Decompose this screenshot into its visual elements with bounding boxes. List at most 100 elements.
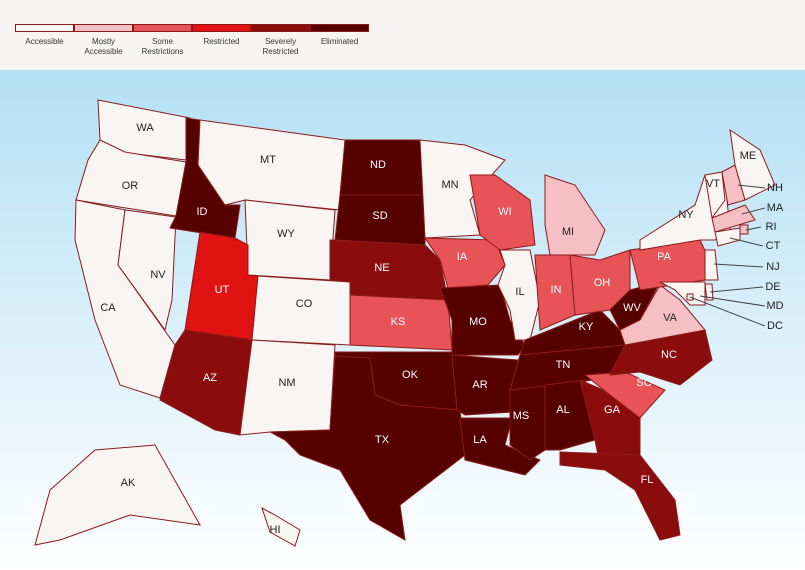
state-label: IN xyxy=(551,284,562,296)
legend-swatch xyxy=(310,24,369,32)
state-label: SD xyxy=(372,210,387,222)
legend-item: Accessible xyxy=(15,24,74,57)
callout-line xyxy=(741,207,766,215)
state-label: MD xyxy=(766,300,783,312)
state-label: DE xyxy=(765,281,780,293)
legend-swatch xyxy=(74,24,133,32)
state-label: KS xyxy=(391,316,406,328)
state xyxy=(659,281,706,306)
callout-line xyxy=(709,286,764,293)
state-label: DC xyxy=(767,320,783,332)
legend-item: Eliminated xyxy=(310,24,369,57)
state-label: NE xyxy=(374,262,389,274)
legend-item: Severely Restricted xyxy=(251,24,310,57)
callout-line xyxy=(713,263,764,268)
state xyxy=(244,199,336,281)
state xyxy=(34,444,201,546)
state xyxy=(559,451,681,541)
state-label: TN xyxy=(556,359,571,371)
state xyxy=(97,99,191,161)
state-label: MI xyxy=(562,226,574,238)
state-label: WA xyxy=(136,122,154,134)
state-label: OK xyxy=(402,369,419,381)
state-label: NM xyxy=(278,377,295,389)
state-label: OR xyxy=(122,180,139,192)
state xyxy=(117,209,177,332)
callout-line xyxy=(689,296,766,327)
state-label: UT xyxy=(215,284,230,296)
state-label: CT xyxy=(766,240,781,252)
state-label: WY xyxy=(277,228,295,240)
legend-item: Some Restrictions xyxy=(133,24,192,57)
state-label: NJ xyxy=(766,261,779,273)
callout-line xyxy=(729,237,764,247)
state-label: AK xyxy=(121,477,136,489)
legend-swatch xyxy=(192,24,251,32)
state xyxy=(451,354,519,416)
state xyxy=(619,284,706,346)
state xyxy=(251,275,351,346)
state xyxy=(704,283,714,301)
state xyxy=(704,171,726,220)
state-label: IA xyxy=(457,251,468,263)
legend-label: Severely Restricted xyxy=(262,37,299,56)
legend-swatch xyxy=(133,24,192,32)
callout-line xyxy=(699,295,766,307)
callout-line xyxy=(745,226,762,231)
state xyxy=(261,506,301,547)
legend-swatch xyxy=(251,24,310,32)
state-label: ME xyxy=(740,150,757,162)
state-label: AZ xyxy=(203,372,217,384)
state-label: MO xyxy=(469,316,487,328)
state-label: LA xyxy=(473,434,487,446)
state-label: IL xyxy=(515,286,524,298)
state-label: CA xyxy=(100,302,116,314)
state xyxy=(509,384,546,461)
legend-label: Some Restrictions xyxy=(141,37,184,56)
legend-item: Mostly Accessible xyxy=(74,24,133,57)
state xyxy=(497,249,541,341)
state-label: VT xyxy=(706,178,720,190)
state-label: KY xyxy=(579,321,594,333)
state xyxy=(729,128,776,201)
state-label: WI xyxy=(498,206,511,218)
legend-label: Mostly Accessible xyxy=(84,37,123,56)
state-label: OH xyxy=(594,277,611,289)
state-label: HI xyxy=(270,524,281,536)
state-label: SC xyxy=(636,377,651,389)
legend: Accessible Mostly Accessible Some Restrict… xyxy=(15,24,369,57)
legend-label: Accessible xyxy=(25,37,64,46)
state-label: NC xyxy=(661,349,677,361)
state-label: NV xyxy=(150,269,166,281)
state-label: MS xyxy=(513,410,530,422)
state-label: ID xyxy=(197,206,208,218)
state-label: ND xyxy=(370,159,386,171)
state xyxy=(544,379,596,451)
legend-label: Restricted xyxy=(203,37,240,46)
legend-bar: Accessible Mostly Accessible Some Restrict… xyxy=(0,0,805,70)
state-label: NY xyxy=(678,209,694,221)
state xyxy=(544,174,606,256)
state xyxy=(704,249,719,281)
state-label: CO xyxy=(296,298,313,310)
legend-item: Restricted xyxy=(192,24,251,57)
state xyxy=(609,281,661,331)
callout-line xyxy=(737,184,766,189)
state-label: MA xyxy=(767,202,784,214)
state xyxy=(711,204,756,233)
state-label: NH xyxy=(767,182,783,194)
state-label: WV xyxy=(623,302,641,314)
state-label: VA xyxy=(663,312,678,324)
state-label: MT xyxy=(260,154,276,166)
legend-label: Eliminated xyxy=(320,37,359,46)
state-label: FL xyxy=(641,474,654,486)
state-label: AL xyxy=(556,404,569,416)
state-label: GA xyxy=(604,404,621,416)
state xyxy=(469,174,536,251)
state-label: MN xyxy=(441,179,458,191)
state-label: TX xyxy=(375,434,390,446)
legend-swatch xyxy=(15,24,74,32)
state-label: AR xyxy=(472,379,487,391)
